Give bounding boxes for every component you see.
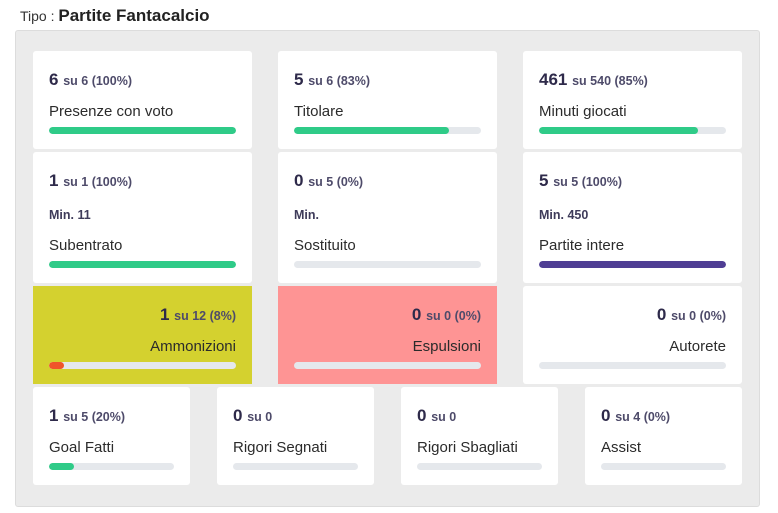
stat-sub: su 6 (83%) xyxy=(308,74,371,88)
stat-label: Espulsioni xyxy=(412,338,481,355)
stat-count: 0 xyxy=(233,406,243,425)
stat-label: Autorete xyxy=(669,338,726,355)
stat-progress-bar xyxy=(539,261,726,268)
stat-progress-fill xyxy=(294,127,450,134)
stat-card-minuti: 461 su 540 (85%) Minuti giocati xyxy=(523,51,742,149)
stat-sub: su 0 (0%) xyxy=(671,309,726,323)
stat-sub: su 4 (0%) xyxy=(615,410,671,424)
stat-progress-fill xyxy=(49,463,74,470)
stat-progress-bar xyxy=(233,463,358,470)
stat-label: Sostituito xyxy=(294,237,356,254)
stat-card-assist: 0 su 4 (0%) Assist xyxy=(585,387,742,485)
stat-count: 1 xyxy=(49,171,59,190)
stat-progress-bar xyxy=(49,261,236,268)
type-label: Tipo : xyxy=(20,8,55,24)
stat-card-autorete: 0 su 0 (0%) Autorete xyxy=(523,286,742,384)
stat-sub: su 6 (100%) xyxy=(63,74,132,88)
type-header: Tipo : Partite Fantacalcio xyxy=(20,6,210,26)
stat-progress-bar xyxy=(539,362,726,369)
stat-label: Titolare xyxy=(294,103,344,120)
stat-progress-bar xyxy=(539,127,726,134)
stat-count: 0 xyxy=(601,406,611,425)
stat-label: Subentrato xyxy=(49,237,123,254)
stat-count: 0 xyxy=(656,305,667,324)
stat-sub: su 540 (85%) xyxy=(572,74,648,88)
stat-progress-fill xyxy=(49,127,236,134)
stat-count: 1 xyxy=(49,406,59,425)
stat-card-subentrato: 1 su 1 (100%) Min. 11 Subentrato xyxy=(33,152,252,283)
stat-count: 1 xyxy=(159,305,170,324)
stat-sub: su 0 (0%) xyxy=(426,309,481,323)
stat-sub: su 12 (8%) xyxy=(174,309,236,323)
stat-progress-bar xyxy=(417,463,542,470)
stat-label: Assist xyxy=(601,439,642,456)
stat-progress-bar xyxy=(49,463,174,470)
stat-progress-bar xyxy=(294,362,481,369)
stat-card-presenze: 6 su 6 (100%) Presenze con voto xyxy=(33,51,252,149)
stat-card-rigori-segnati: 0 su 0 Rigori Segnati xyxy=(217,387,374,485)
stat-label: Rigori Segnati xyxy=(233,439,328,456)
stat-progress-fill xyxy=(49,261,236,268)
stat-count: 5 xyxy=(539,171,549,190)
stat-progress-bar xyxy=(601,463,726,470)
stat-card-rigori-sbagliati: 0 su 0 Rigori Sbagliati xyxy=(401,387,558,485)
stat-card-ammonizioni: 1 su 12 (8%) Ammonizioni xyxy=(33,286,252,384)
stat-count: 0 xyxy=(294,171,304,190)
stat-card-sostituito: 0 su 5 (0%) Min. Sostituito xyxy=(278,152,497,283)
stat-label: Minuti giocati xyxy=(539,103,627,120)
stat-label: Ammonizioni xyxy=(150,338,236,355)
stat-minutes: Min. 450 xyxy=(539,208,589,222)
stat-sub: su 5 (100%) xyxy=(553,175,622,189)
stat-card-partite-intere: 5 su 5 (100%) Min. 450 Partite intere xyxy=(523,152,742,283)
stat-count: 0 xyxy=(417,406,427,425)
stat-progress-bar xyxy=(49,127,236,134)
stat-progress-bar xyxy=(294,127,481,134)
stat-sub: su 5 (20%) xyxy=(63,410,126,424)
stat-count: 6 xyxy=(49,70,59,89)
stat-progress-bar xyxy=(294,261,481,268)
stat-card-goal: 1 su 5 (20%) Goal Fatti xyxy=(33,387,190,485)
stat-count: 461 xyxy=(539,70,568,89)
stat-progress-fill xyxy=(539,261,726,268)
stat-label: Partite intere xyxy=(539,237,625,254)
stat-minutes: Min. 11 xyxy=(49,208,91,222)
stat-progress-bar xyxy=(49,362,236,369)
stat-progress-fill xyxy=(539,127,698,134)
type-value: Partite Fantacalcio xyxy=(58,6,210,25)
stat-sub: su 0 xyxy=(431,410,457,424)
stat-label: Rigori Sbagliati xyxy=(417,439,518,456)
stat-card-titolare: 5 su 6 (83%) Titolare xyxy=(278,51,497,149)
stat-label: Presenze con voto xyxy=(49,103,174,120)
stat-label: Goal Fatti xyxy=(49,439,115,456)
stat-sub: su 0 xyxy=(247,410,273,424)
stat-card-espulsioni: 0 su 0 (0%) Espulsioni xyxy=(278,286,497,384)
stat-sub: su 5 (0%) xyxy=(308,175,364,189)
stat-sub: su 1 (100%) xyxy=(63,175,132,189)
stat-progress-fill xyxy=(49,362,64,369)
stat-minutes: Min. xyxy=(294,208,319,222)
stat-count: 5 xyxy=(294,70,304,89)
stat-count: 0 xyxy=(411,305,422,324)
